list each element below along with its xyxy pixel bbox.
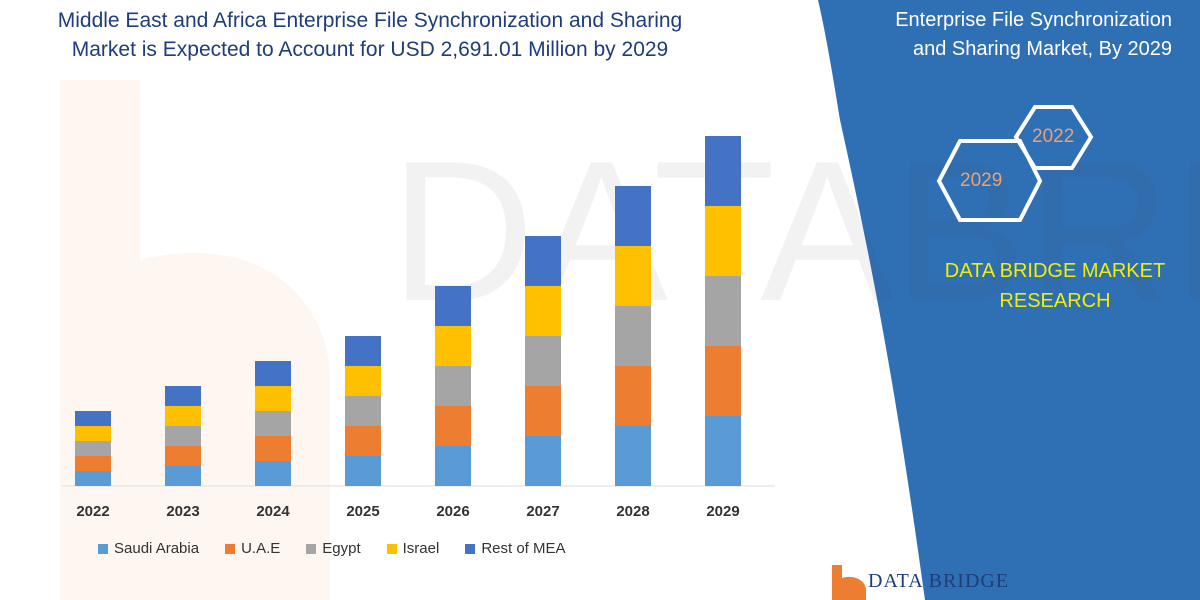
hex-label-2029: 2029: [960, 170, 1003, 191]
hex-label-2022: 2022: [1032, 126, 1075, 147]
bar-segment-israel-2023: [165, 406, 201, 426]
side-title-line-1: Enterprise File Synchronization: [895, 9, 1172, 31]
side-title-line-2: and Sharing Market, By 2029: [912, 38, 1172, 60]
bar-segment-rest-of-mea-2022: [75, 411, 111, 426]
legend-label: Rest of MEA: [481, 540, 566, 557]
legend: Saudi Arabia U.A.E Egypt Israel Rest of MEA: [98, 540, 566, 557]
bar-segment-rest-of-mea-2025: [345, 336, 381, 366]
legend-swatch: [386, 543, 397, 554]
legend-label: Egypt: [322, 540, 361, 557]
bar-segment-u-a-e-2025: [345, 426, 381, 456]
bar-segment-saudi-arabia-2026: [435, 446, 471, 486]
brand-line-2: RESEARCH: [999, 290, 1111, 312]
bar-segment-rest-of-mea-2027: [525, 236, 561, 286]
x-tick-label: 2025: [346, 503, 380, 520]
legend-label: U.A.E: [241, 540, 281, 557]
bar-segment-saudi-arabia-2024: [255, 461, 291, 486]
bar-segment-saudi-arabia-2029: [705, 416, 741, 486]
brand-text: DATA BRIDGE MARKET RESEARCH: [915, 256, 1195, 316]
x-tick-label: 2027: [526, 503, 560, 520]
x-tick-label: 2026: [436, 503, 470, 520]
legend-item: U.A.E: [225, 540, 280, 557]
chart-title: Middle East and Africa Enterprise File S…: [0, 6, 740, 64]
bars: [75, 136, 741, 486]
bar-segment-israel-2029: [705, 206, 741, 276]
bar-segment-israel-2025: [345, 366, 381, 396]
bar-segment-egypt-2025: [345, 396, 381, 426]
bar-segment-rest-of-mea-2029: [705, 136, 741, 206]
legend-swatch: [225, 543, 236, 554]
bar-segment-egypt-2026: [435, 366, 471, 406]
bar-segment-u-a-e-2028: [615, 366, 651, 426]
bottom-logo-icon: [832, 565, 866, 600]
bar-segment-egypt-2028: [615, 306, 651, 366]
legend-item: Egypt: [306, 540, 361, 557]
bar-segment-rest-of-mea-2028: [615, 186, 651, 246]
x-tick-label: 2028: [616, 503, 650, 520]
bar-segment-israel-2028: [615, 246, 651, 306]
x-tick-label: 2024: [256, 503, 290, 520]
bar-segment-u-a-e-2029: [705, 346, 741, 416]
x-tick-label: 2022: [76, 503, 110, 520]
x-tick-label: 2023: [166, 503, 200, 520]
legend-item: Saudi Arabia: [98, 540, 199, 557]
bar-segment-u-a-e-2024: [255, 436, 291, 461]
title-line-2: Market is Expected to Account for USD 2,…: [71, 38, 669, 61]
legend-item: Rest of MEA: [465, 540, 566, 557]
side-panel-title: Enterprise File Synchronization and Shar…: [812, 6, 1172, 64]
brand-line-1: DATA BRIDGE MARKET: [944, 260, 1166, 282]
bar-segment-egypt-2029: [705, 276, 741, 346]
bar-segment-egypt-2024: [255, 411, 291, 436]
bar-segment-saudi-arabia-2027: [525, 436, 561, 486]
legend-swatch: [98, 543, 108, 554]
bar-segment-saudi-arabia-2025: [345, 456, 381, 486]
bar-segment-israel-2022: [75, 426, 111, 441]
bar-segment-israel-2026: [435, 326, 471, 366]
hexagon-2022: [1013, 105, 1094, 170]
legend-swatch: [306, 543, 317, 554]
bar-segment-israel-2027: [525, 286, 561, 336]
bar-segment-israel-2024: [255, 386, 291, 411]
bar-segment-egypt-2022: [75, 441, 111, 456]
bar-segment-rest-of-mea-2026: [435, 286, 471, 326]
bar-segment-u-a-e-2027: [525, 386, 561, 436]
legend-item: Israel: [386, 540, 440, 557]
bar-segment-u-a-e-2023: [165, 446, 201, 466]
bar-segment-rest-of-mea-2024: [255, 361, 291, 386]
bar-segment-saudi-arabia-2023: [165, 466, 201, 486]
x-tick-label: 2029: [706, 503, 740, 520]
blue-side-panel: [818, 0, 1200, 600]
bar-segment-egypt-2027: [525, 336, 561, 386]
bar-segment-u-a-e-2022: [75, 456, 111, 471]
hexagon-2029: [936, 139, 1043, 222]
bar-segment-u-a-e-2026: [435, 406, 471, 446]
legend-label: Saudi Arabia: [114, 540, 200, 557]
legend-label: Israel: [402, 540, 440, 557]
legend-swatch: [465, 543, 476, 554]
bar-segment-saudi-arabia-2028: [615, 426, 651, 486]
bottom-logo-text: DATA BRIDGE: [868, 570, 1010, 592]
title-line-1: Middle East and Africa Enterprise File S…: [57, 9, 683, 32]
bar-segment-egypt-2023: [165, 426, 201, 446]
bar-segment-rest-of-mea-2023: [165, 386, 201, 406]
bar-segment-saudi-arabia-2022: [75, 471, 111, 486]
